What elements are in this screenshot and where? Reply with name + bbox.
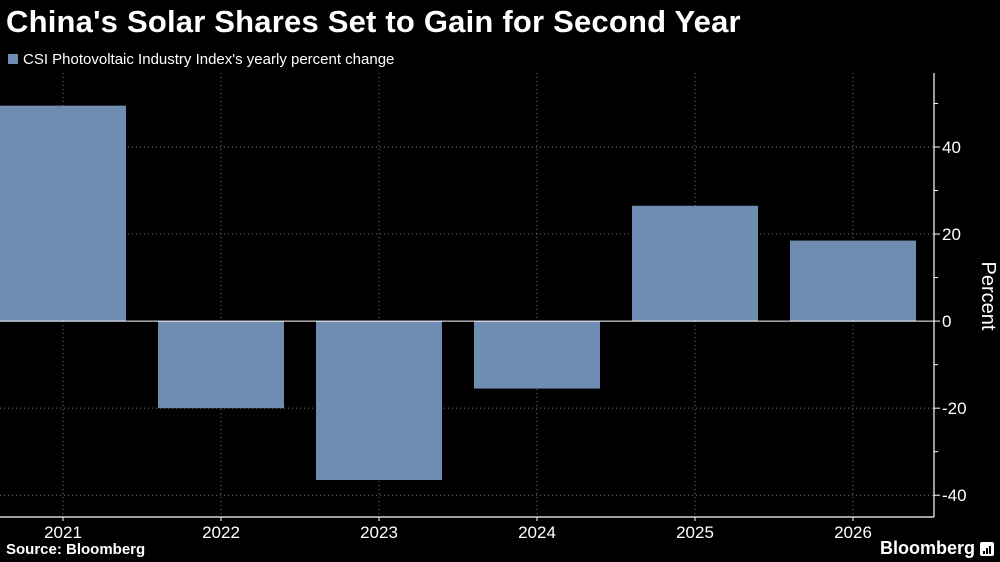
bar-2021 <box>0 105 126 322</box>
x-tick-label: 2026 <box>834 523 872 542</box>
bar-chart-icon <box>980 541 994 556</box>
bars <box>0 105 916 480</box>
bar-2026 <box>790 240 916 322</box>
bar-2025 <box>632 205 758 322</box>
y-tick-label: -40 <box>942 486 967 505</box>
legend-label: CSI Photovoltaic Industry Index's yearly… <box>23 50 395 68</box>
chart-title: China's Solar Shares Set to Gain for Sec… <box>6 4 741 39</box>
legend-swatch <box>8 54 18 64</box>
y-axis-title: Percent <box>977 262 999 331</box>
x-axis-labels: 2021 2022 2023 2024 2025 2026 <box>44 517 872 542</box>
bar-2024 <box>474 321 600 389</box>
x-tick-label: 2025 <box>676 523 714 542</box>
x-tick-label: 2022 <box>202 523 240 542</box>
y-tick-label: 20 <box>942 225 961 244</box>
legend: CSI Photovoltaic Industry Index's yearly… <box>8 50 394 68</box>
x-tick-label: 2023 <box>360 523 398 542</box>
source-note: Source: Bloomberg <box>6 541 146 558</box>
x-tick-label: 2024 <box>518 523 556 542</box>
bar-2023 <box>316 321 442 480</box>
x-tick-label: 2021 <box>44 523 82 542</box>
brand-logo: Bloomberg <box>880 538 994 559</box>
y-tick-label: 0 <box>942 312 951 331</box>
brand-name: Bloomberg <box>879 538 975 558</box>
bar-2022 <box>158 321 284 409</box>
y-tick-label: -20 <box>942 399 967 418</box>
y-axis: 40 20 0 -20 -40 <box>0 73 967 518</box>
y-tick-label: 40 <box>942 138 961 157</box>
